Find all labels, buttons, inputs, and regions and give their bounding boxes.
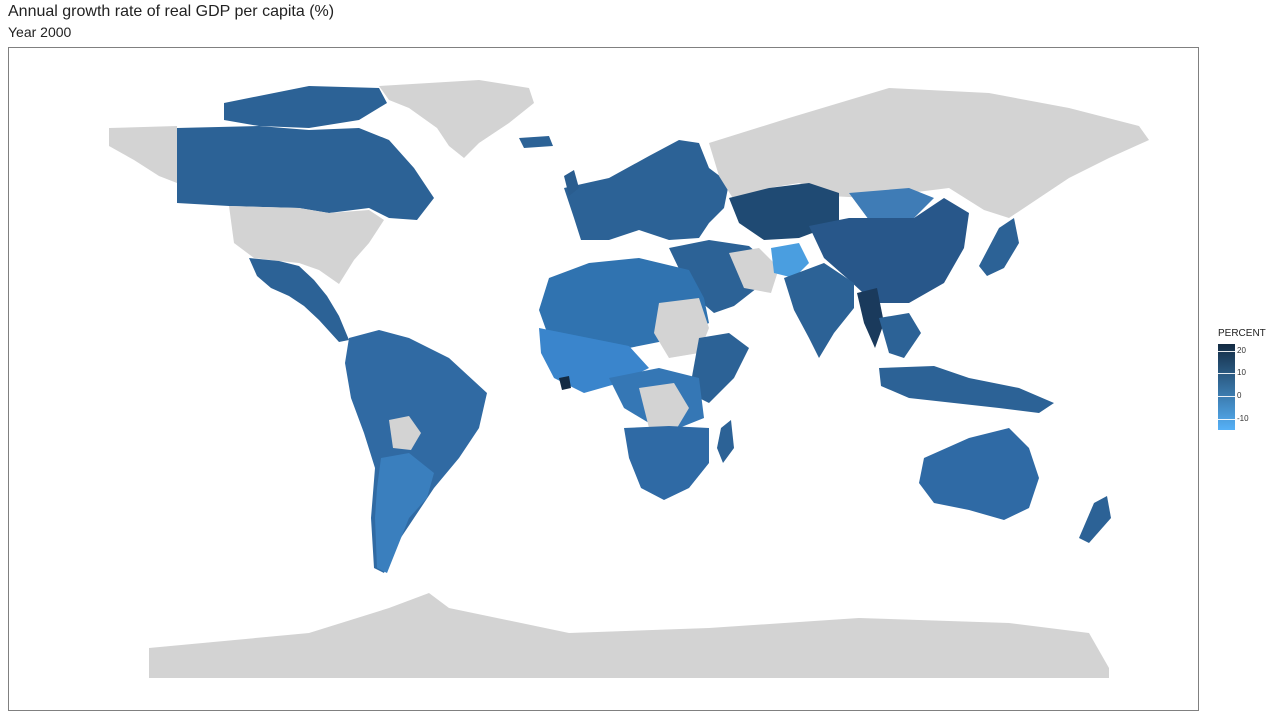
region-southern-africa[interactable] [624, 426, 709, 500]
legend-tick-label: 10 [1237, 368, 1246, 377]
region-antarctica[interactable] [149, 593, 1109, 678]
region-europe[interactable] [564, 140, 729, 240]
region-bolivia[interactable] [389, 416, 421, 450]
region-east-africa[interactable] [689, 333, 749, 403]
region-uk[interactable] [564, 170, 579, 196]
region-japan[interactable] [979, 218, 1019, 276]
region-myanmar[interactable] [857, 288, 884, 348]
world-map [109, 80, 1149, 678]
region-indonesia[interactable] [879, 366, 1054, 413]
region-canada[interactable] [177, 126, 434, 220]
legend-tick-label: 20 [1237, 346, 1246, 355]
map-panel [8, 47, 1199, 711]
region-afghanistan[interactable] [771, 243, 809, 278]
region-canada-islands[interactable] [224, 86, 387, 128]
region-iran[interactable] [729, 248, 779, 293]
legend-title: PERCENT [1218, 328, 1266, 339]
region-south-america[interactable] [345, 330, 487, 573]
region-india[interactable] [784, 263, 854, 358]
region-mongolia[interactable] [849, 188, 934, 220]
chart-subtitle: Year 2000 [8, 24, 72, 40]
region-argentina[interactable] [375, 453, 434, 573]
chart-title: Annual growth rate of real GDP per capit… [8, 3, 335, 20]
legend-tickmark [1218, 419, 1235, 420]
legend: PERCENT 20 10 0 -10 [1216, 328, 1276, 438]
region-southeast-asia[interactable] [879, 313, 921, 358]
legend-tickmark [1218, 351, 1235, 352]
region-russia[interactable] [709, 88, 1149, 218]
region-alaska[interactable] [109, 126, 177, 183]
region-greenland[interactable] [379, 80, 534, 158]
legend-tick-label: 0 [1237, 391, 1242, 400]
region-liberia[interactable] [559, 376, 571, 390]
region-china[interactable] [809, 198, 969, 303]
legend-colorbar [1218, 344, 1235, 430]
region-australia[interactable] [919, 428, 1039, 520]
legend-tick-label: -10 [1237, 414, 1249, 423]
region-usa[interactable] [229, 206, 384, 284]
region-sudan[interactable] [654, 298, 709, 358]
legend-tickmark [1218, 373, 1235, 374]
region-iceland[interactable] [519, 136, 553, 148]
region-drc[interactable] [639, 383, 689, 433]
region-madagascar[interactable] [717, 420, 734, 463]
legend-tickmark [1218, 396, 1235, 397]
region-mexico[interactable] [249, 258, 349, 342]
region-new-zealand[interactable] [1079, 496, 1111, 543]
